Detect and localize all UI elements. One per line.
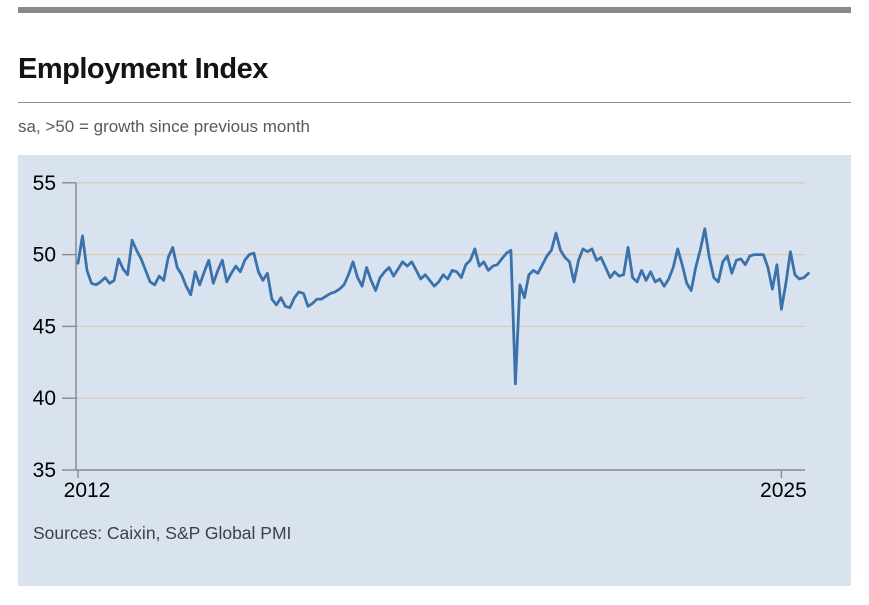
chart-panel: 35 40 45 50 55 2012 2025 Sources: Caixin, S&P … [18,155,851,586]
sources-note: Sources: Caixin, S&P Global PMI [33,523,291,543]
y-axis-label: 40 [33,387,56,410]
axis-labels-group: 35 40 45 50 55 2012 2025 [33,172,807,502]
y-axis-label: 35 [33,459,56,482]
chart-subtitle: sa, >50 = growth since previous month [18,117,310,136]
y-axis-label: 55 [33,172,56,195]
employment-chart: 35 40 45 50 55 2012 2025 Sources: Caixin, S&P … [33,172,810,543]
y-axis-label: 45 [33,315,56,338]
page-title: Employment Index [18,53,268,86]
x-axis-label: 2025 [760,479,807,502]
employment-line [76,227,810,386]
gridlines-group [76,182,805,399]
top-accent-bar [18,7,851,13]
axes-group [62,182,805,478]
header-divider [18,102,851,103]
x-axis-label: 2012 [64,479,111,502]
y-axis-label: 50 [33,244,56,267]
